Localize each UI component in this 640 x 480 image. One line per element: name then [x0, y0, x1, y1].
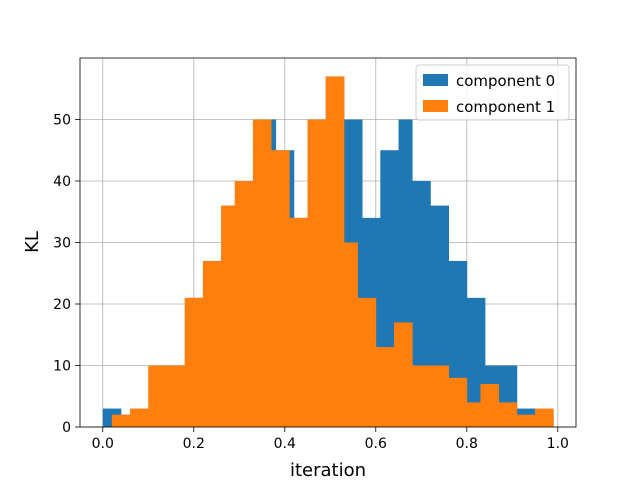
y-axis-label: KL: [22, 231, 43, 253]
bar-component-1: [289, 217, 308, 427]
histogram-bars: [102, 76, 554, 427]
x-tick-label: 0.4: [274, 436, 296, 452]
bar-component-1: [111, 414, 131, 427]
legend-box: [415, 64, 570, 121]
x-tick-label: 0.8: [456, 436, 478, 452]
y-tick-label: 10: [53, 359, 71, 375]
bar-component-1: [202, 260, 222, 427]
bar-component-1: [430, 365, 449, 427]
bar-component-1: [252, 119, 272, 427]
bar-component-1: [221, 205, 236, 427]
legend: component 0 component 1: [415, 64, 570, 121]
bar-component-1: [271, 150, 290, 427]
x-tick-label: 0.6: [365, 436, 387, 452]
y-tick-label: 50: [53, 113, 71, 129]
y-axis-ticks: 0 10 20 30 40 50: [53, 113, 80, 436]
bar-component-1: [234, 181, 254, 427]
bar-component-1: [466, 402, 481, 427]
y-tick-label: 30: [53, 236, 71, 252]
legend-swatch-component-0: [423, 74, 448, 86]
bar-component-1: [166, 365, 186, 427]
bar-component-1: [448, 377, 468, 427]
x-tick-label: 0.2: [183, 436, 205, 452]
legend-label-component-0: component 0: [456, 72, 555, 90]
bar-component-1: [480, 383, 500, 427]
bar-component-1: [325, 76, 345, 427]
legend-label-component-1: component 1: [456, 98, 555, 116]
x-tick-label: 1.0: [547, 436, 569, 452]
bar-component-1: [148, 365, 167, 427]
x-axis-label: iteration: [290, 460, 366, 480]
bar-component-1: [535, 408, 554, 427]
bar-component-1: [307, 119, 327, 427]
legend-swatch-component-1: [423, 100, 448, 112]
bar-component-1: [516, 414, 536, 427]
x-tick-label: 0.0: [92, 436, 114, 452]
bar-component-1: [375, 347, 395, 427]
bar-component-1: [393, 322, 413, 427]
x-axis-ticks: 0.0 0.2 0.4 0.6 0.8 1.0: [92, 427, 569, 452]
y-tick-label: 40: [53, 174, 71, 190]
bar-component-1: [130, 408, 149, 427]
bar-component-1: [357, 297, 377, 427]
y-tick-label: 0: [62, 420, 71, 436]
bar-component-1: [412, 365, 431, 427]
bar-component-1: [184, 297, 204, 427]
bar-component-1: [343, 242, 358, 427]
y-tick-label: 20: [53, 297, 71, 313]
bar-component-1: [498, 402, 518, 427]
